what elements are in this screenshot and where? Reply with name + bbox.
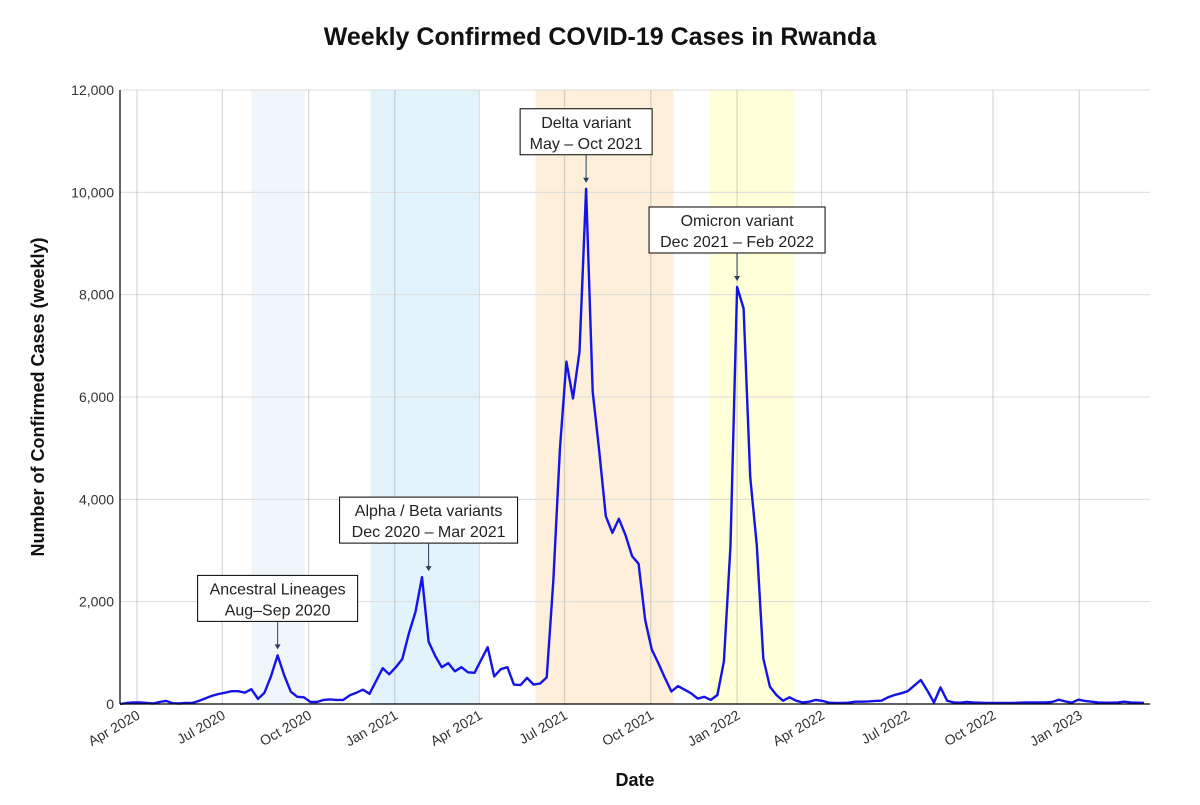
x-tick-label: Apr 2020 bbox=[85, 707, 142, 749]
x-tick-label: Apr 2021 bbox=[428, 707, 485, 749]
chart-title: Weekly Confirmed COVID-19 Cases in Rwand… bbox=[324, 23, 878, 51]
x-tick-label: Oct 2020 bbox=[257, 707, 314, 749]
x-tick-label: Jul 2021 bbox=[516, 707, 570, 747]
y-tick-label: 2,000 bbox=[79, 594, 114, 610]
annotation-text: Omicron variant bbox=[681, 213, 794, 230]
y-tick-label: 6,000 bbox=[79, 389, 114, 405]
annotation-text: Dec 2021 – Feb 2022 bbox=[660, 234, 814, 251]
x-tick-label: Jan 2023 bbox=[1027, 707, 1085, 750]
x-tick-label: Oct 2022 bbox=[941, 707, 998, 749]
annotation-text: Delta variant bbox=[541, 115, 631, 132]
annotation: Alpha / Beta variants Dec 2020 – Mar 2021 bbox=[340, 497, 518, 571]
x-tick-label: Jan 2021 bbox=[342, 707, 400, 750]
y-tick-label: 10,000 bbox=[71, 184, 114, 200]
y-tick-label: 12,000 bbox=[71, 82, 114, 98]
x-tick-label: Jul 2020 bbox=[174, 707, 228, 747]
annotation-text: Aug–Sep 2020 bbox=[225, 602, 331, 619]
y-tick-label: 8,000 bbox=[79, 287, 114, 303]
x-tick-label: Apr 2022 bbox=[770, 707, 827, 749]
annotation-text: Ancestral Lineages bbox=[210, 581, 346, 598]
annotation-text: May – Oct 2021 bbox=[530, 136, 643, 153]
y-tick-label: 0 bbox=[106, 696, 114, 712]
annotation: Omicron variant Dec 2021 – Feb 2022 bbox=[649, 207, 825, 281]
annotation: Ancestral Lineages Aug–Sep 2020 bbox=[198, 575, 358, 649]
x-axis-label: Date bbox=[615, 770, 654, 790]
y-tick-label: 4,000 bbox=[79, 491, 114, 507]
annotation-text: Dec 2020 – Mar 2021 bbox=[352, 524, 506, 541]
annotation-text: Alpha / Beta variants bbox=[355, 503, 503, 520]
x-tick-label: Jul 2022 bbox=[858, 707, 912, 747]
y-axis-label: Number of Confirmed Cases (weekly) bbox=[28, 237, 48, 556]
x-tick-label: Oct 2021 bbox=[599, 707, 656, 749]
x-tick-label: Jan 2022 bbox=[685, 707, 743, 750]
